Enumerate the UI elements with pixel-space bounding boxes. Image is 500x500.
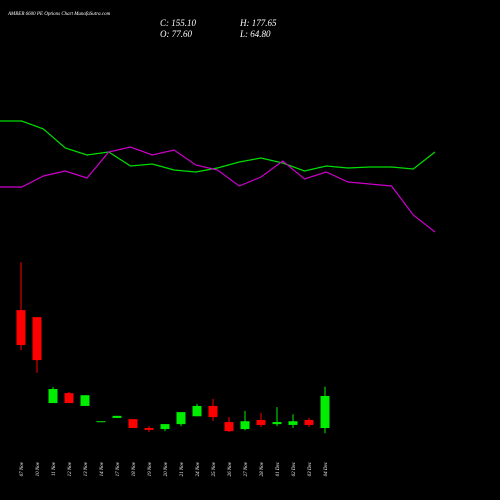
- x-tick-label: 07 Nov: [20, 461, 25, 476]
- candle-body: [96, 421, 106, 423]
- x-tick-label: 28 Nov: [260, 461, 265, 476]
- candle-body: [256, 419, 266, 425]
- candle-body: [112, 415, 122, 418]
- x-tick-label: 20 Nov: [164, 461, 169, 476]
- candle-body: [160, 424, 170, 430]
- line-series: [0, 120, 436, 173]
- candle-body: [176, 412, 186, 425]
- x-tick-label: 02 Dec: [292, 461, 297, 476]
- candle-body: [64, 393, 74, 404]
- candle-body: [208, 405, 218, 418]
- candle-body: [16, 310, 26, 346]
- candle-body: [320, 395, 330, 428]
- candle-body: [128, 419, 138, 428]
- line-series: [0, 146, 436, 233]
- x-tick-label: 26 Nov: [228, 461, 233, 476]
- candle-body: [32, 317, 42, 361]
- x-tick-label: 03 Dec: [308, 461, 313, 476]
- candle-body: [48, 389, 58, 404]
- candle-body: [224, 422, 234, 432]
- x-tick-label: 12 Nov: [68, 461, 73, 476]
- x-tick-label: 10 Nov: [36, 461, 41, 476]
- high-label: H: 177.65: [239, 18, 277, 28]
- x-tick-label: 21 Nov: [180, 461, 185, 476]
- x-tick-label: 13 Nov: [84, 461, 89, 476]
- x-tick-label: 11 Nov: [52, 461, 57, 476]
- x-tick-label: 27 Nov: [244, 461, 249, 476]
- candle-body: [80, 395, 90, 406]
- low-label: L: 64.80: [239, 29, 271, 39]
- x-tick-label: 19 Nov: [148, 461, 153, 476]
- x-tick-label: 18 Nov: [132, 461, 137, 476]
- candle-body: [272, 422, 282, 425]
- x-tick-label: 14 Nov: [100, 461, 105, 476]
- candle-body: [192, 405, 202, 417]
- candle-body: [288, 421, 298, 425]
- open-label: O: 77.60: [160, 29, 192, 39]
- x-tick-label: 01 Dec: [276, 461, 281, 476]
- close-label: C: 155.10: [160, 18, 197, 28]
- candle-body: [240, 421, 250, 430]
- x-tick-label: 17 Nov: [116, 461, 121, 476]
- candle-body: [144, 428, 154, 430]
- x-tick-label: 25 Nov: [212, 461, 217, 476]
- x-tick-label: 24 Nov: [196, 461, 201, 476]
- candle-body: [304, 419, 314, 425]
- chart-title: AMBER 6600 PE Options Chart MunafaSutra.…: [7, 12, 111, 17]
- x-tick-label: 04 Dec: [324, 461, 329, 476]
